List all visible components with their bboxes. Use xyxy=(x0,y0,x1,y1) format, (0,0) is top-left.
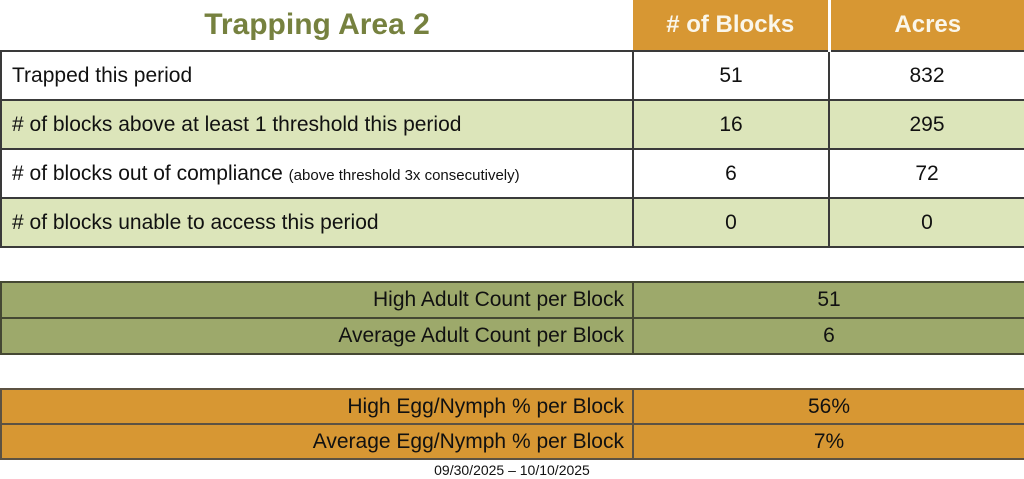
stat-label: Average Egg/Nymph % per Block xyxy=(0,423,634,460)
summary-table: Trapping Area 2 # of Blocks Acres Trappe… xyxy=(0,0,1024,248)
acres-value: 72 xyxy=(828,148,1024,199)
adult-count-table: High Adult Count per Block 51 Average Ad… xyxy=(0,281,1024,355)
blocks-value: 6 xyxy=(632,148,830,199)
date-range: 09/30/2025 – 10/10/2025 xyxy=(434,462,590,478)
acres-value: 832 xyxy=(828,50,1024,101)
stat-label: High Adult Count per Block xyxy=(0,281,634,319)
stat-value: 56% xyxy=(632,388,1024,425)
row-label: # of blocks above at least 1 threshold t… xyxy=(0,99,634,150)
stat-value: 7% xyxy=(632,423,1024,460)
table-row: High Egg/Nymph % per Block 56% xyxy=(0,388,1024,425)
table-row: Trapped this period 51 832 xyxy=(0,50,1024,101)
column-header-acres: Acres xyxy=(827,0,1024,52)
stat-value: 51 xyxy=(632,281,1024,319)
blocks-value: 0 xyxy=(632,197,830,248)
table-row: # of blocks above at least 1 threshold t… xyxy=(0,99,1024,150)
table-row: High Adult Count per Block 51 xyxy=(0,281,1024,319)
row-label-text: # of blocks unable to access this period xyxy=(12,210,379,234)
stat-label: Average Adult Count per Block xyxy=(0,317,634,355)
blocks-value: 16 xyxy=(632,99,830,150)
table-row: # of blocks out of compliance (above thr… xyxy=(0,148,1024,199)
egg-nymph-table: High Egg/Nymph % per Block 56% Average E… xyxy=(0,388,1024,460)
row-label-text: Trapped this period xyxy=(12,63,193,87)
stat-value: 6 xyxy=(632,317,1024,355)
column-header-blocks: # of Blocks xyxy=(633,0,829,52)
acres-value: 0 xyxy=(828,197,1024,248)
acres-value: 295 xyxy=(828,99,1024,150)
row-label-note: (above threshold 3x consecutively) xyxy=(288,166,520,184)
page-title: Trapping Area 2 xyxy=(1,0,633,52)
spacer xyxy=(0,355,1024,388)
row-label: # of blocks unable to access this period xyxy=(0,197,634,248)
blocks-value: 51 xyxy=(632,50,830,101)
row-label-text: # of blocks above at least 1 threshold t… xyxy=(12,112,462,136)
row-label: # of blocks out of compliance (above thr… xyxy=(0,148,634,199)
table-row: # of blocks unable to access this period… xyxy=(0,197,1024,248)
table-row: Average Egg/Nymph % per Block 7% xyxy=(0,423,1024,460)
table-row: Average Adult Count per Block 6 xyxy=(0,317,1024,355)
row-label-text: # of blocks out of compliance xyxy=(12,161,283,185)
spacer xyxy=(0,248,1024,281)
stat-label: High Egg/Nymph % per Block xyxy=(0,388,634,425)
row-label: Trapped this period xyxy=(0,50,634,101)
summary-header-row: Trapping Area 2 # of Blocks Acres xyxy=(1,0,1024,52)
